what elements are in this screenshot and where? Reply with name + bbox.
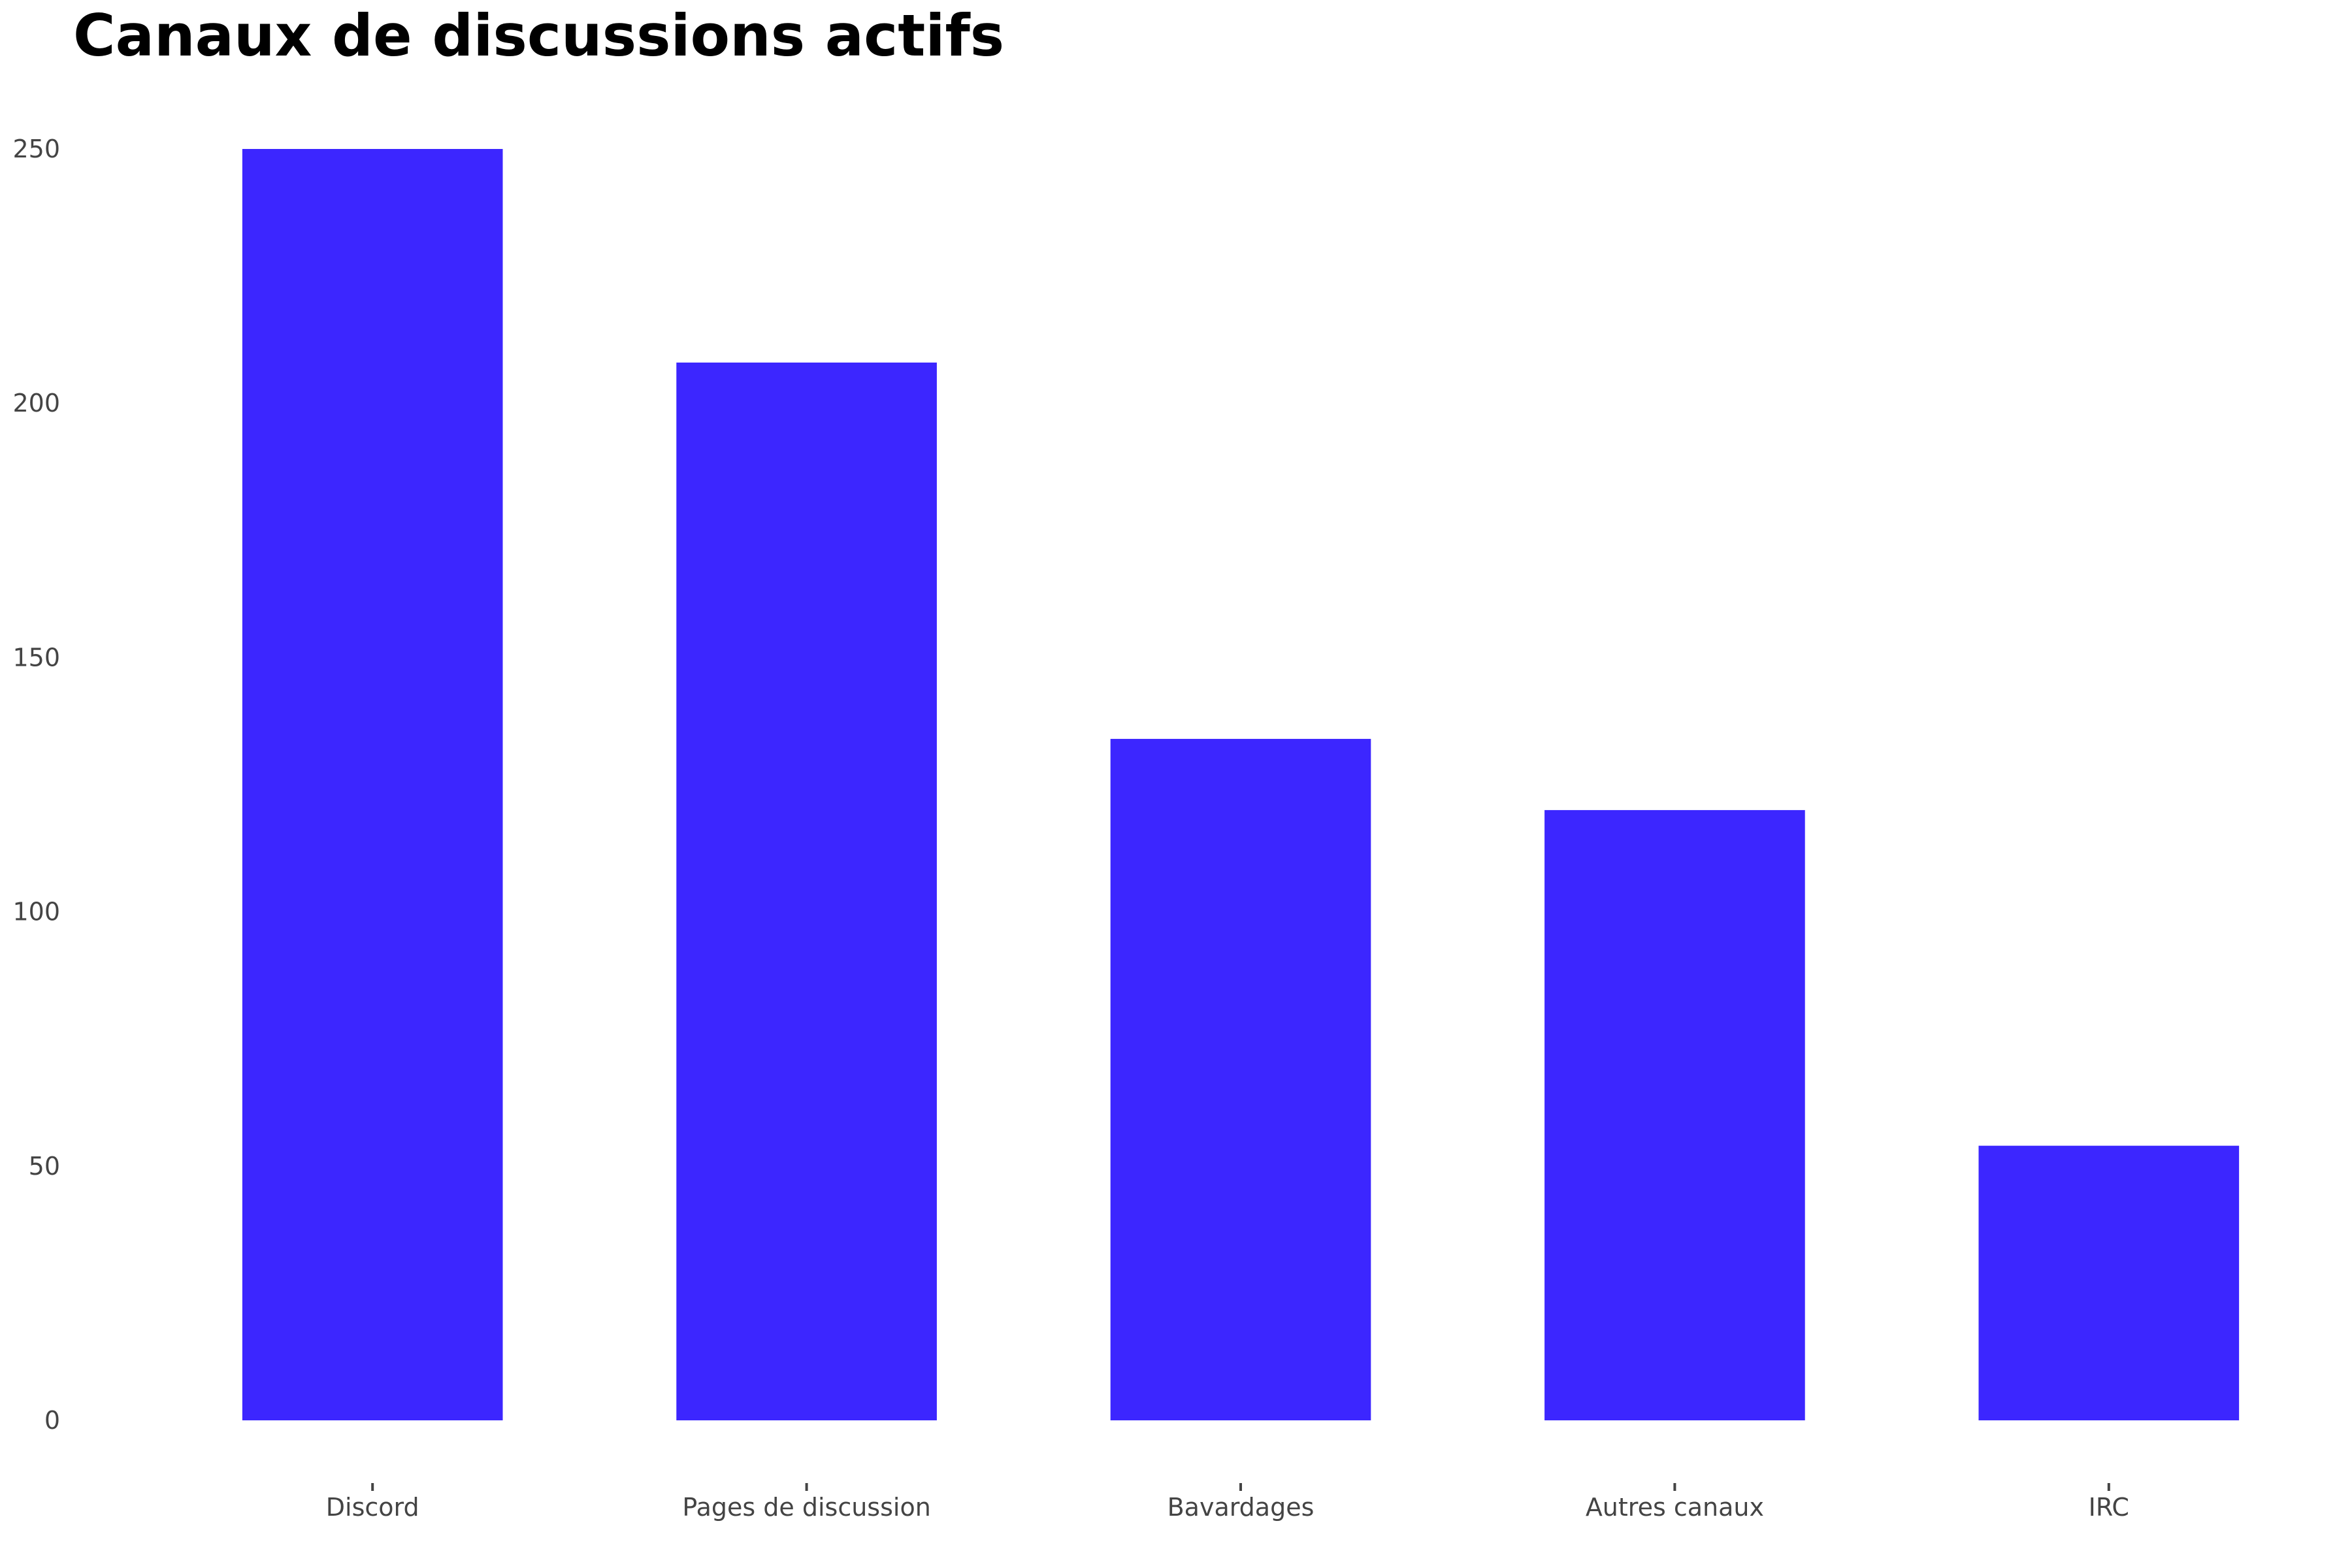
bar (1544, 809, 1805, 1420)
bar (1978, 1145, 2240, 1420)
chart-title: Canaux de discussions actifs (73, 2, 1004, 69)
bar (1110, 738, 1371, 1420)
y-tick-label: 150 (12, 643, 60, 672)
bar (676, 362, 937, 1420)
y-tick-label: 100 (12, 898, 60, 926)
y-tick-label: 250 (12, 135, 60, 163)
x-tick-label: Bavardages (1168, 1493, 1315, 1522)
x-tick-label: IRC (2089, 1493, 2129, 1522)
x-tick-label: Autres canaux (1586, 1493, 1764, 1522)
x-tick-label: Discord (326, 1493, 419, 1522)
x-axis: Discord Pages de discussion Bavardages Autr… (326, 1483, 2129, 1522)
y-tick-label: 50 (29, 1152, 60, 1181)
y-tick-label: 200 (12, 389, 60, 417)
bars-group (242, 149, 2240, 1420)
y-axis: 0 50 100 150 200 250 (12, 135, 60, 1435)
y-tick-label: 0 (44, 1406, 60, 1435)
bar (242, 149, 503, 1420)
x-tick-label: Pages de discussion (682, 1493, 930, 1522)
